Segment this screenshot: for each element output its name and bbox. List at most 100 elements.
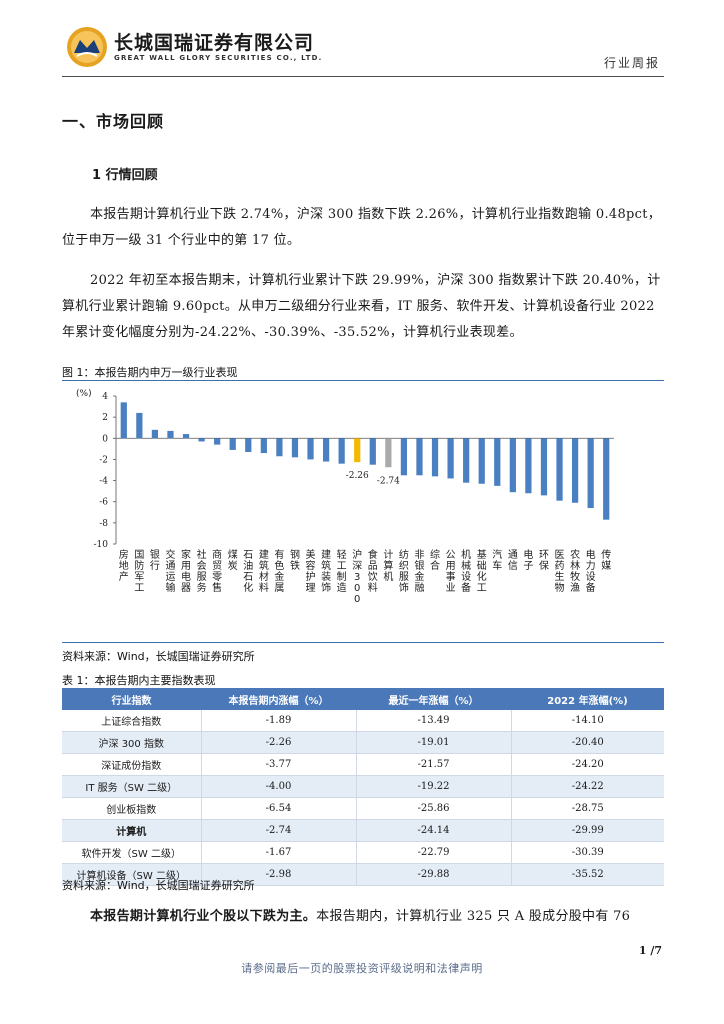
bar-建筑装饰 bbox=[322, 438, 330, 462]
year-change: -21.57 bbox=[356, 753, 512, 776]
ytd-change: -30.39 bbox=[511, 841, 664, 864]
table-title: 表 1：本报告期内主要指数表现 bbox=[62, 674, 216, 687]
table-row: 创业板指数 -6.54 -25.86 -28.75 bbox=[62, 797, 664, 820]
company-name-cn: 长城国瑞证券有限公司 bbox=[114, 32, 315, 54]
page-number: 1 /7 bbox=[638, 944, 662, 957]
ytd-change: -20.40 bbox=[511, 731, 664, 754]
bar-国防军工 bbox=[136, 412, 143, 439]
bar-轻工制造 bbox=[338, 438, 345, 464]
period-change: -6.54 bbox=[201, 797, 357, 820]
bar-有色金属 bbox=[276, 438, 283, 457]
y-tick-label: 0 bbox=[102, 434, 108, 444]
year-change: -13.49 bbox=[356, 710, 512, 732]
y-tick-label: -10 bbox=[94, 540, 109, 550]
table-row: 软件开发（SW 二级） -1.67 -22.79 -30.39 bbox=[62, 841, 664, 864]
footer-disclaimer: 请参阅最后一页的股票投资评级说明和法律声明 bbox=[241, 962, 483, 975]
table-row: 沪深 300 指数 -2.26 -19.01 -20.40 bbox=[62, 731, 664, 754]
bar-建筑材料 bbox=[260, 438, 267, 454]
bar-沪深300 bbox=[354, 438, 361, 463]
x-tick-label: 钢铁 bbox=[290, 548, 300, 572]
table-row: 深证成份指数 -3.77 -21.57 -24.20 bbox=[62, 753, 664, 776]
bar-银行 bbox=[151, 429, 159, 439]
period-change: -3.77 bbox=[201, 753, 357, 776]
bar-计算机 bbox=[385, 438, 392, 468]
x-tick-label: 食品饮料 bbox=[368, 548, 378, 594]
bar-煤炭 bbox=[229, 438, 236, 450]
header-year-change: 最近一年涨幅（%） bbox=[356, 688, 511, 710]
x-tick-label: 轻工制造 bbox=[337, 548, 347, 594]
x-tick-label: 沪深 3 0 0 bbox=[352, 548, 362, 605]
bar-农林牧渔 bbox=[571, 438, 579, 503]
bar-环保 bbox=[540, 438, 548, 496]
figure-bottom-rule bbox=[62, 642, 664, 643]
x-tick-label: 通信 bbox=[508, 549, 518, 572]
year-change: -24.14 bbox=[356, 819, 512, 842]
period-change: -2.26 bbox=[201, 731, 357, 754]
ytd-change: -35.52 bbox=[511, 863, 664, 886]
x-tick-label: 国防军工 bbox=[134, 549, 144, 594]
bar-纺织服饰 bbox=[400, 438, 408, 476]
year-change: -29.88 bbox=[356, 863, 512, 886]
figure-top-rule bbox=[62, 380, 664, 381]
bar-石油石化 bbox=[245, 438, 252, 453]
y-tick-label: -4 bbox=[99, 477, 108, 487]
header-2022-change: 2022 年涨幅(%) bbox=[511, 688, 664, 710]
bar-非银金融 bbox=[416, 438, 423, 476]
x-tick-label: 家用电器 bbox=[181, 548, 191, 594]
x-tick-label: 综合 bbox=[430, 548, 440, 572]
section-title: 一、市场回顾 bbox=[62, 112, 165, 131]
x-tick-label: 美容护理 bbox=[306, 548, 316, 594]
year-change: -25.86 bbox=[356, 797, 512, 820]
data-label: -2.26 bbox=[346, 471, 369, 481]
x-tick-label: 计算机 bbox=[383, 548, 393, 583]
index-performance-table: 行业指数 本报告期内涨幅（%） 最近一年涨幅（%） 2022 年涨幅(%) 上证… bbox=[62, 688, 664, 886]
period-change: -1.89 bbox=[201, 710, 357, 732]
x-tick-label: 建筑材料 bbox=[259, 548, 269, 594]
y-axis-label: (%) bbox=[76, 389, 92, 399]
x-tick-label: 商贸零售 bbox=[212, 548, 222, 594]
ytd-change: -24.22 bbox=[511, 775, 664, 798]
x-tick-label: 房地产 bbox=[119, 548, 129, 583]
bar-综合 bbox=[431, 438, 439, 477]
table-source: 资料来源：Wind，长城国瑞证券研究所 bbox=[62, 879, 255, 892]
header-divider bbox=[62, 76, 664, 77]
x-tick-label: 纺织服饰 bbox=[399, 548, 409, 594]
x-tick-label: 机械设备 bbox=[461, 548, 471, 594]
period-change: -1.67 bbox=[201, 841, 357, 864]
index-name: 软件开发（SW 二级） bbox=[62, 841, 202, 864]
x-tick-label: 交通运输 bbox=[165, 548, 175, 594]
bar-医药生物 bbox=[556, 438, 563, 501]
x-tick-label: 医药生物 bbox=[555, 549, 565, 594]
bar-食品饮料 bbox=[369, 438, 376, 465]
bar-美容护理 bbox=[307, 438, 314, 460]
table-row: 计算机 -2.74 -24.14 -29.99 bbox=[62, 819, 664, 842]
period-change: -4.00 bbox=[201, 775, 357, 798]
paragraph-3: 本报告期计算机行业个股以下跌为主。本报告期内，计算机行业 325 只 A 股成分… bbox=[62, 904, 664, 930]
subsection-title: 1 行情回顾 bbox=[92, 168, 158, 183]
bar-商贸零售 bbox=[214, 438, 221, 445]
bar-电子 bbox=[525, 438, 532, 494]
company-name-en: GREAT WALL GLORY SECURITIES CO., LTD. bbox=[114, 54, 323, 62]
report-type: 行业周报 bbox=[603, 56, 660, 70]
period-change: -2.98 bbox=[201, 863, 357, 886]
y-tick-label: 2 bbox=[102, 413, 108, 423]
year-change: -19.22 bbox=[356, 775, 512, 798]
paragraph-3-lead: 本报告期计算机行业个股以下跌为主。 bbox=[90, 909, 317, 924]
bar-社会服务 bbox=[198, 438, 205, 442]
ytd-change: -29.99 bbox=[511, 819, 664, 842]
header-index: 行业指数 bbox=[62, 688, 201, 710]
figure-title: 图 1：本报告期内申万一级行业表现 bbox=[62, 366, 238, 379]
industry-performance-chart: (%) 4 2 0 -2 -4 -6 -8 -10 房地产国防军工银行交通运输家用电器社会服务商贸… bbox=[76, 389, 614, 605]
bar-机械设备 bbox=[463, 438, 470, 483]
x-tick-label: 石油石化 bbox=[243, 550, 253, 594]
index-name: 计算机 bbox=[62, 819, 202, 842]
x-tick-label: 农林牧渔 bbox=[570, 548, 580, 594]
year-change: -19.01 bbox=[356, 731, 512, 754]
x-tick-label: 社会服务 bbox=[197, 548, 207, 594]
bar-电力设备 bbox=[587, 438, 594, 509]
ytd-change: -14.10 bbox=[511, 710, 664, 732]
bar-基础化工 bbox=[478, 438, 485, 484]
x-tick-label: 煤炭 bbox=[228, 548, 238, 572]
y-tick-label: 4 bbox=[102, 392, 108, 402]
index-name: 创业板指数 bbox=[62, 797, 202, 820]
